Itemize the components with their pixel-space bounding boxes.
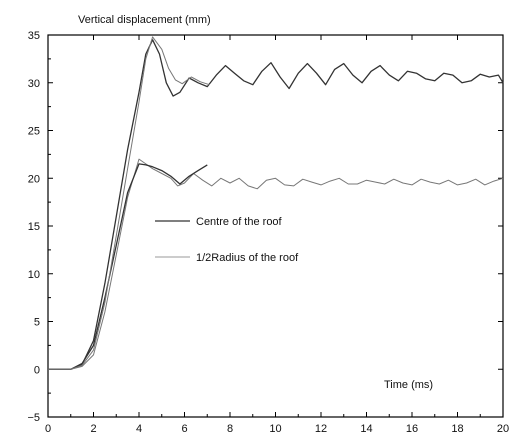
legend-label-centre: Centre of the roof (196, 216, 283, 228)
x-tick-label: 0 (45, 423, 51, 435)
y-tick-label: 25 (28, 126, 40, 138)
x-tick-label: 10 (269, 423, 281, 435)
y-tick-label: 10 (28, 269, 40, 281)
x-tick-label: 16 (406, 423, 418, 435)
legend: Centre of the roof 1/2Radius of the roof (155, 216, 299, 264)
y-tick-label: 5 (34, 317, 40, 329)
x-tick-label: 6 (181, 423, 187, 435)
y-tick-label: 0 (34, 364, 40, 376)
series-group (48, 36, 504, 370)
x-tick-label: 4 (136, 423, 142, 435)
series-line-2 (48, 158, 504, 370)
series-line-1 (48, 39, 504, 370)
y-axis-title: Vertical displacement (mm) (78, 14, 211, 26)
x-tick-label: 14 (360, 423, 372, 435)
y-tick-label: 20 (28, 173, 40, 185)
tick-labels-group: 0 2 4 6 8 10 12 14 16 18 20 −5 0 5 10 15 20 25 30 35 (27, 30, 509, 435)
legend-label-half-radius: 1/2Radius of the roof (196, 252, 299, 264)
x-tick-label: 18 (451, 423, 463, 435)
series-line-3 (48, 163, 208, 370)
x-axis-title: Time (ms) (384, 379, 433, 391)
x-tick-label: 12 (315, 423, 327, 435)
series-line-4 (48, 36, 210, 370)
y-tick-label: 35 (28, 30, 40, 42)
y-tick-label: 30 (28, 78, 40, 90)
x-tick-label: 8 (227, 423, 233, 435)
axis-ticks-group (47, 34, 504, 418)
y-tick-label: 15 (28, 221, 40, 233)
x-tick-label: 20 (497, 423, 509, 435)
x-tick-label: 2 (90, 423, 96, 435)
y-tick-label: −5 (27, 412, 40, 424)
